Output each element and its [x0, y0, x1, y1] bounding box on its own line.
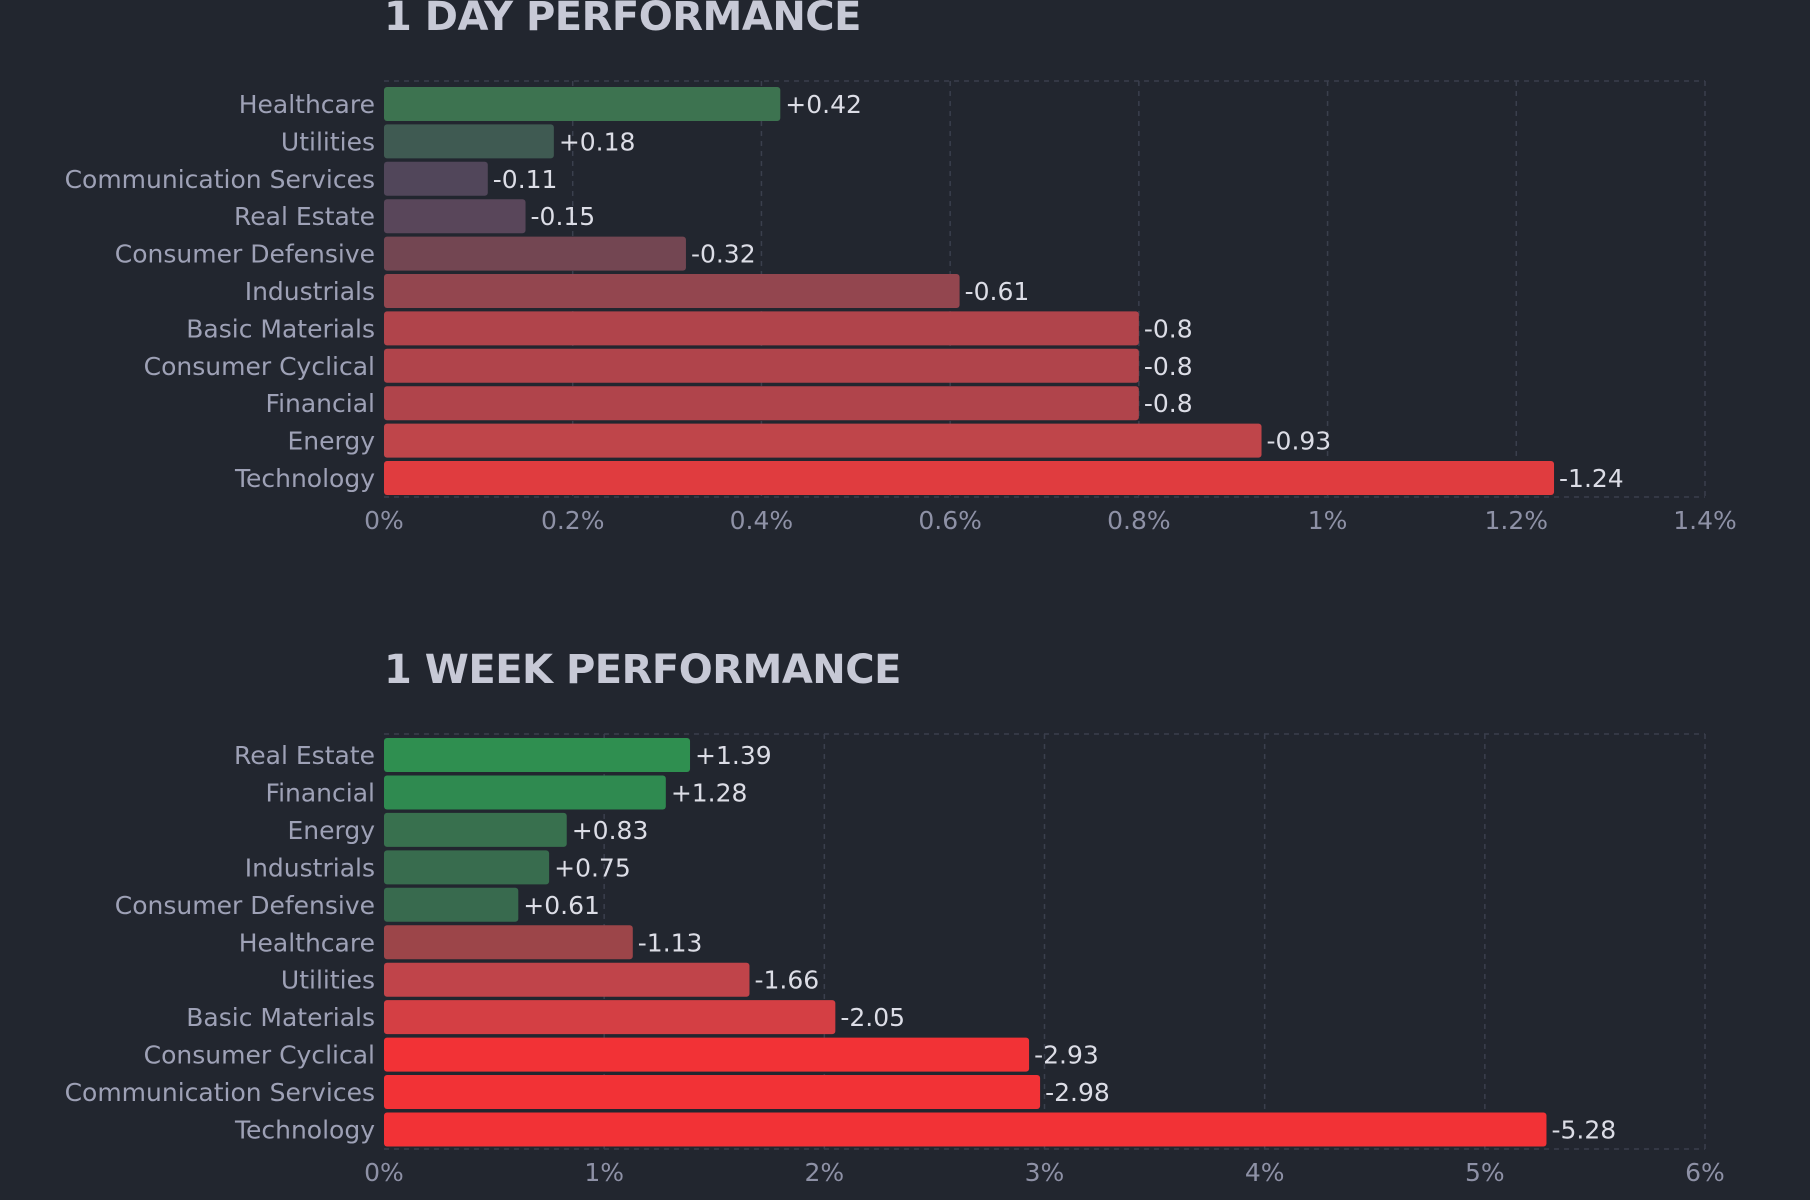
category-label: Technology [234, 464, 375, 493]
value-label: -5.28 [1551, 1116, 1616, 1145]
bar [384, 348, 1139, 383]
bar [384, 274, 960, 308]
value-label: -2.98 [1045, 1078, 1110, 1107]
chart-1-day-performance: Healthcare +0.42 Utilities +0.18 Communicati… [65, 80, 1737, 535]
category-label: Technology [234, 1116, 375, 1145]
value-label: -0.11 [493, 165, 558, 194]
x-tick-label: 1% [584, 1158, 624, 1187]
category-label: Utilities [281, 127, 375, 156]
value-label: +0.42 [785, 90, 862, 119]
bar [384, 962, 750, 997]
category-label: Communication Services [65, 1078, 375, 1107]
bar [384, 925, 633, 960]
category-label: Industrials [245, 853, 375, 882]
category-label: Communication Services [65, 165, 375, 194]
category-label: Real Estate [234, 202, 375, 231]
category-label: Healthcare [239, 90, 375, 119]
x-tick-label: 6% [1685, 1158, 1725, 1187]
category-label: Energy [287, 816, 375, 845]
x-tick-label: 2% [804, 1158, 844, 1187]
value-label: -0.8 [1144, 389, 1193, 418]
category-label: Consumer Cyclical [144, 1041, 375, 1070]
x-tick-label: 4% [1245, 1158, 1285, 1187]
bar [384, 775, 666, 810]
chart-title-1-week: 1 WEEK PERFORMANCE [384, 647, 901, 693]
value-label: -0.61 [965, 277, 1030, 306]
bar [384, 461, 1555, 495]
value-label: +1.28 [671, 778, 748, 807]
x-tick-label: 0% [364, 1158, 404, 1187]
chart-title-1-day: 1 DAY PERFORMANCE [384, 0, 861, 40]
bar [384, 1112, 1547, 1147]
value-label: +0.61 [523, 891, 600, 920]
value-label: +0.83 [572, 816, 649, 845]
x-tick-label: 3% [1025, 1158, 1065, 1187]
x-tick-label: 0.4% [730, 506, 794, 535]
value-label: -0.8 [1144, 352, 1193, 381]
value-label: -0.32 [691, 240, 756, 269]
bar [384, 812, 567, 847]
bar [384, 887, 519, 922]
category-label: Basic Materials [186, 1003, 375, 1032]
category-label: Healthcare [239, 928, 375, 957]
x-tick-label: 1% [1308, 506, 1348, 535]
bar [384, 311, 1139, 346]
value-label: +0.75 [554, 853, 631, 882]
value-label: -0.93 [1267, 427, 1332, 456]
x-tick-label: 0% [364, 506, 404, 535]
value-label: -2.93 [1034, 1041, 1099, 1070]
value-label: -0.15 [531, 202, 596, 231]
bar [384, 1000, 836, 1035]
x-tick-label: 0.2% [541, 506, 605, 535]
value-label: +1.39 [695, 741, 772, 770]
bar [384, 124, 554, 159]
value-label: -1.24 [1559, 464, 1624, 493]
bar [384, 386, 1139, 421]
bar [384, 161, 488, 196]
x-tick-label: 1.4% [1673, 506, 1737, 535]
bar [384, 236, 686, 271]
bar [384, 850, 550, 885]
value-label: -0.8 [1144, 314, 1193, 343]
bar [384, 87, 781, 121]
value-label: -2.05 [840, 1003, 905, 1032]
category-label: Consumer Cyclical [144, 352, 375, 381]
bar [384, 738, 691, 772]
bar [384, 1037, 1030, 1072]
category-label: Financial [266, 389, 375, 418]
category-label: Energy [287, 427, 375, 456]
x-tick-label: 0.6% [918, 506, 982, 535]
bar [384, 423, 1262, 458]
category-label: Financial [266, 778, 375, 807]
x-tick-label: 0.8% [1107, 506, 1171, 535]
bar [384, 1075, 1041, 1110]
category-label: Utilities [281, 966, 375, 995]
bar [384, 199, 526, 234]
value-label: -1.66 [754, 966, 819, 995]
value-label: +0.18 [559, 127, 636, 156]
x-tick-label: 1.2% [1485, 506, 1549, 535]
category-label: Consumer Defensive [115, 240, 375, 269]
category-label: Real Estate [234, 741, 375, 770]
category-label: Consumer Defensive [115, 891, 375, 920]
x-tick-label: 5% [1465, 1158, 1505, 1187]
category-label: Industrials [245, 277, 375, 306]
category-label: Basic Materials [186, 314, 375, 343]
value-label: -1.13 [638, 928, 703, 957]
